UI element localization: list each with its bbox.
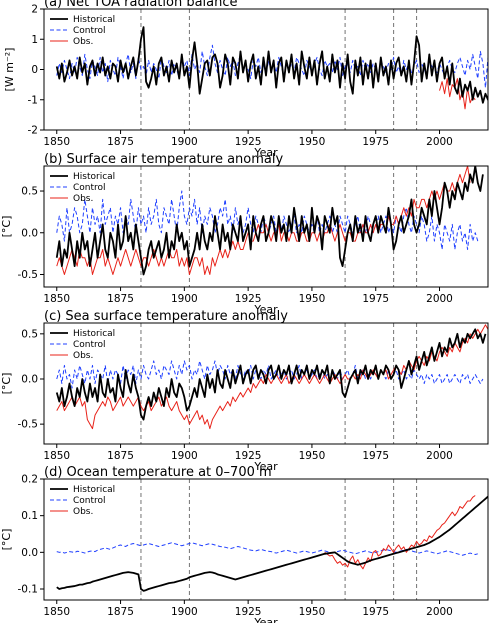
panel-a: (a) Net TOA radiation balance 1850 1875 190… [3, 0, 489, 159]
x-tick-label: 1975 [362, 136, 389, 148]
x-tick-label: 1850 [43, 450, 70, 462]
y-tick-label: 0.5 [21, 328, 38, 340]
x-tick-label: 2000 [426, 606, 453, 618]
y-tick-label: 0 [31, 64, 38, 76]
panel-title: (c) Sea surface temperature anomaly [44, 309, 288, 324]
panel-title: (a) Net TOA radiation balance [44, 0, 238, 10]
legend-label-control: Control [73, 183, 106, 193]
panel-title: (b) Surface air temperature anomaly [44, 152, 283, 167]
x-axis-label: Year [253, 616, 278, 623]
y-tick-label: 1 [31, 34, 38, 46]
plot-frame [43, 322, 489, 445]
legend-label-obs: Obs. [73, 507, 93, 517]
y-tick-label: 2 [31, 4, 38, 16]
legend-label-historical: Historical [73, 172, 115, 182]
y-tick-label: 0.0 [21, 227, 38, 239]
x-tick-label: 1925 [235, 450, 262, 462]
plot-area [56, 495, 488, 592]
y-tick-label: -0.5 [18, 419, 39, 431]
legend-label-historical: Historical [73, 15, 115, 25]
legend-label-historical: Historical [73, 329, 115, 339]
x-tick-label: 1925 [235, 136, 262, 148]
y-axis-label: [W m⁻²] [3, 48, 16, 92]
x-tick-label: 1850 [43, 606, 70, 618]
y-tick-label: 0.0 [21, 547, 38, 559]
panel-title: (d) Ocean temperature at 0–700 m [44, 465, 272, 480]
series-line-obs [439, 78, 476, 110]
y-tick-label: -1 [28, 94, 38, 106]
x-tick-label: 1875 [107, 606, 134, 618]
legend-label-control: Control [73, 340, 106, 350]
x-tick-label: 1900 [171, 450, 198, 462]
x-tick-label: 1950 [299, 450, 326, 462]
y-tick-label: -0.5 [18, 269, 39, 281]
series-line-historical [56, 495, 488, 592]
x-tick-label: 1875 [107, 450, 134, 462]
y-axis-label: [°C] [0, 216, 13, 238]
y-tick-label: 0.5 [21, 186, 38, 198]
series-line-obs [324, 495, 476, 570]
x-tick-label: 1850 [43, 136, 70, 148]
plot-area [55, 26, 488, 110]
x-tick-label: 1950 [299, 136, 326, 148]
y-tick-label: -0.1 [18, 584, 39, 596]
legend-label-control: Control [73, 26, 106, 36]
series-line-control [56, 360, 484, 389]
y-tick-label: 0.1 [21, 510, 38, 522]
series-line-historical [55, 26, 488, 104]
legend-label-control: Control [73, 496, 106, 506]
x-tick-label: 1875 [107, 293, 134, 305]
y-axis-label: [°C] [0, 529, 13, 551]
x-tick-label: 1925 [235, 293, 262, 305]
legend-label-historical: Historical [73, 485, 115, 495]
panel-b: (b) Surface air temperature anomaly 1850 1… [0, 152, 489, 316]
x-tick-label: 1925 [235, 606, 262, 618]
x-axis-label: Year [253, 303, 278, 316]
x-axis-label: Year [253, 146, 278, 159]
x-tick-label: 2000 [426, 293, 453, 305]
legend-label-obs: Obs. [73, 351, 93, 361]
series-line-historical [55, 328, 487, 421]
legend-label-obs: Obs. [73, 194, 93, 204]
x-tick-label: 2000 [426, 450, 453, 462]
plot-frame [43, 165, 489, 288]
x-tick-label: 1950 [299, 606, 326, 618]
y-tick-label: -2 [28, 125, 38, 137]
panel-d: (d) Ocean temperature at 0–700 m 1850 1875… [0, 465, 489, 623]
x-tick-label: 2000 [426, 136, 453, 148]
x-tick-label: 1850 [43, 293, 70, 305]
plot-frame [43, 478, 489, 601]
panel-c: (c) Sea surface temperature anomaly 1850 1… [0, 309, 489, 473]
x-tick-label: 1950 [299, 293, 326, 305]
x-tick-label: 1975 [362, 606, 389, 618]
x-tick-label: 1900 [171, 136, 198, 148]
plot-area [55, 324, 488, 430]
x-tick-label: 1975 [362, 293, 389, 305]
y-tick-label: 0.0 [21, 373, 38, 385]
plot-area [55, 166, 484, 276]
y-axis-label: [°C] [0, 373, 13, 395]
y-tick-label: 0.2 [21, 474, 38, 486]
x-tick-label: 1900 [171, 606, 198, 618]
legend-label-obs: Obs. [73, 37, 93, 47]
x-tick-label: 1900 [171, 293, 198, 305]
series-line-historical [55, 166, 484, 276]
x-tick-label: 1975 [362, 450, 389, 462]
x-tick-label: 1875 [107, 136, 134, 148]
x-axis-label: Year [253, 460, 278, 473]
